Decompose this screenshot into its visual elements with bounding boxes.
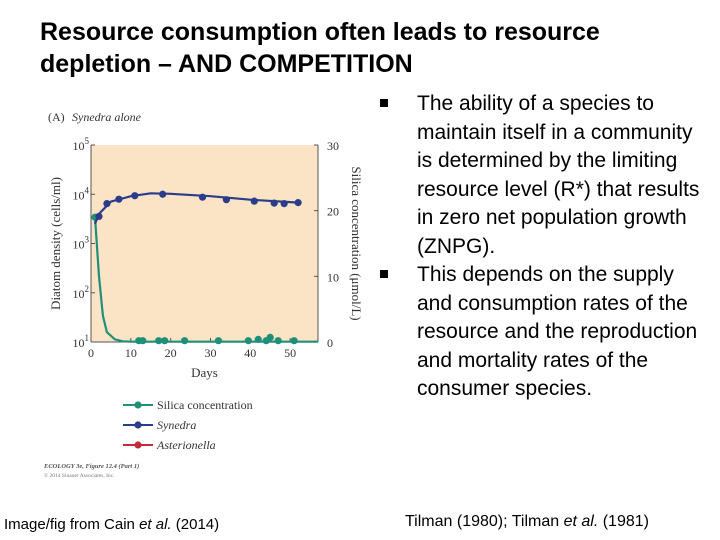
figure-copyright: © 2014 Sinauer Associates, Inc. (44, 472, 115, 479)
x-tick-label: 0 (88, 346, 94, 360)
panel-label: (A) (48, 110, 65, 124)
data-point (131, 192, 139, 200)
legend-swatch-dot (134, 441, 142, 449)
slide-title-line-2: depletion – AND COMPETITION (40, 50, 413, 78)
references-part-2: (1981) (598, 513, 649, 530)
references: Tilman (1980); Tilman et al. (1981) (405, 513, 649, 531)
data-point (250, 197, 258, 205)
data-point (103, 200, 111, 208)
plot-background (91, 145, 318, 342)
bullet-item: This depends on the supply and consumpti… (378, 261, 708, 404)
y-right-axis-label: Silica concentration (μmol/L) (349, 166, 364, 320)
legend-label: Asterionella (156, 438, 216, 452)
data-point (115, 195, 123, 203)
chart-title: Synedra alone (72, 110, 142, 124)
references-part-1: Tilman (1980); Tilman (405, 513, 564, 530)
data-point (244, 337, 252, 345)
data-point (214, 337, 223, 345)
slide-title-line-1: Resource consumption often leads to reso… (40, 18, 600, 46)
data-point (155, 337, 163, 345)
bullet-square-icon (380, 99, 388, 107)
data-point (294, 199, 302, 207)
data-point (161, 337, 169, 345)
references-italic: et al. (563, 513, 599, 530)
data-point (270, 199, 278, 207)
image-credit: Image/fig from Cain et al. (2014) (4, 516, 219, 533)
x-tick-label: 30 (204, 346, 216, 360)
data-point (139, 337, 147, 345)
y-left-axis-label: Diatom density (cells/ml) (48, 177, 63, 310)
bullet-item: The ability of a species to maintain its… (378, 90, 708, 261)
y-right-tick-label: 10 (327, 270, 339, 284)
figure-caption: ECOLOGY 3e, Figure 12.4 (Part 1) (43, 463, 139, 470)
y-left-tick-label: 105 (73, 136, 90, 153)
y-right-tick-label: 0 (327, 336, 333, 350)
legend-swatch-dot (134, 421, 142, 429)
data-point (254, 335, 262, 343)
data-point (280, 200, 288, 208)
x-tick-label: 40 (244, 346, 256, 360)
data-point (266, 333, 274, 342)
y-right-tick-label: 20 (327, 205, 339, 219)
y-right-tick-label: 30 (327, 139, 339, 153)
bullet-list: The ability of a species to maintain its… (378, 90, 708, 404)
legend-label: Silica concentration (157, 398, 253, 412)
data-point (290, 337, 298, 345)
y-left-tick-label: 103 (73, 235, 90, 252)
legend-label: Synedra (157, 418, 196, 432)
x-axis-label: Days (191, 365, 218, 380)
legend-swatch-dot (134, 401, 142, 409)
data-point (198, 193, 207, 201)
data-point (274, 337, 282, 345)
y-left-tick-label: 104 (73, 185, 90, 202)
data-point (159, 190, 167, 198)
data-point (180, 337, 189, 345)
image-credit-italic: et al. (139, 516, 172, 533)
image-credit-prefix: Image/fig from Cain (4, 516, 140, 533)
x-tick-label: 20 (165, 346, 177, 360)
data-point (95, 212, 103, 221)
bullet-square-icon (380, 270, 388, 278)
y-left-tick-label: 101 (73, 333, 90, 350)
x-tick-label: 50 (284, 346, 296, 360)
image-credit-suffix: (2014) (171, 516, 220, 533)
x-tick-label: 10 (125, 346, 137, 360)
bullet-text: This depends on the supply and consumpti… (417, 263, 698, 400)
data-point (222, 196, 231, 204)
slide-title: Resource consumption often leads to reso… (40, 16, 700, 80)
bullet-text: The ability of a species to maintain its… (417, 92, 700, 258)
y-left-tick-label: 102 (73, 284, 90, 301)
